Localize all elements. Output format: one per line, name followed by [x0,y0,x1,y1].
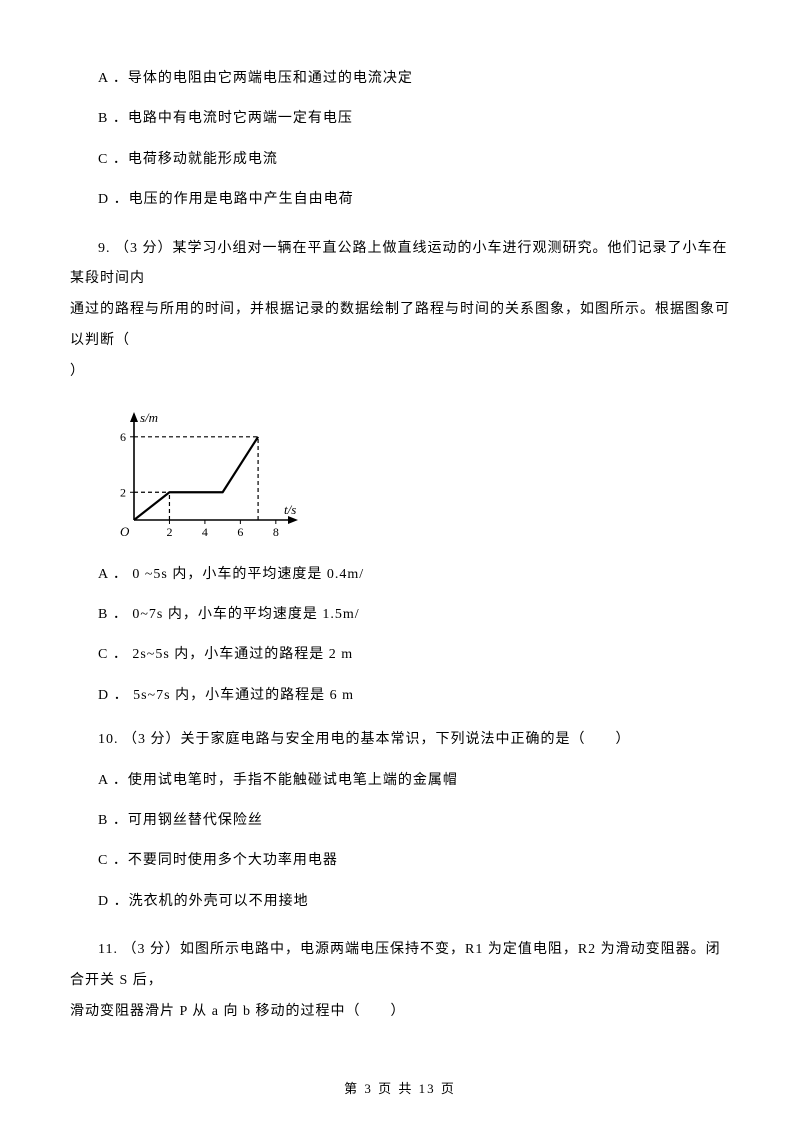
q10-option-d: D ．洗衣机的外壳可以不用接地 [98,891,730,913]
q8-option-c: C ．电荷移动就能形成电流 [98,149,730,171]
q10-option-c: C ．不要同时使用多个大功率用电器 [98,850,730,872]
q8-option-d: D ．电压的作用是电路中产生自由电荷 [98,189,730,211]
svg-text:t/s: t/s [284,502,296,517]
svg-text:6: 6 [237,525,243,539]
q9-stem-line1: 9. （3 分）某学习小组对一辆在平直公路上做直线运动的小车进行观测研究。他们记… [70,234,730,296]
svg-text:2: 2 [166,525,172,539]
q9-chart-svg: s/m t/s O 2 4 6 8 2 6 [98,406,308,546]
svg-text:6: 6 [120,429,126,443]
q9-stem-line3: ） [70,357,730,388]
svg-text:2: 2 [120,485,126,499]
svg-text:O: O [120,524,130,539]
page-footer: 第 3 页 共 13 页 [0,1079,800,1100]
svg-text:8: 8 [273,525,279,539]
q9-option-c: C ． 2s~5s 内，小车通过的路程是 2 m [98,644,730,666]
q10-option-a: A ．使用试电笔时，手指不能触碰试电笔上端的金属帽 [98,770,730,792]
q9-chart: s/m t/s O 2 4 6 8 2 6 [98,406,730,546]
q9-option-d: D ． 5s~7s 内，小车通过的路程是 6 m [98,685,730,707]
q9-stem: 9. （3 分）某学习小组对一辆在平直公路上做直线运动的小车进行观测研究。他们记… [70,234,730,388]
q8-option-a: A ．导体的电阻由它两端电压和通过的电流决定 [98,68,730,90]
q11-stem-line2: 滑动变阻器滑片 P 从 a 向 b 移动的过程中（ ） [70,997,730,1028]
q10-stem: 10. （3 分）关于家庭电路与安全用电的基本常识，下列说法中正确的是（ ） [98,729,730,751]
svg-text:4: 4 [202,525,208,539]
q11-stem-line1: 11. （3 分）如图所示电路中，电源两端电压保持不变，R1 为定值电阻，R2 … [70,935,730,997]
q11-stem: 11. （3 分）如图所示电路中，电源两端电压保持不变，R1 为定值电阻，R2 … [70,935,730,1027]
q8-option-b: B ．电路中有电流时它两端一定有电压 [98,108,730,130]
q9-stem-line2: 通过的路程与所用的时间，并根据记录的数据绘制了路程与时间的关系图象，如图所示。根… [70,295,730,357]
svg-text:s/m: s/m [140,410,158,425]
q9-option-a: A ． 0 ~5s 内，小车的平均速度是 0.4m/ [98,564,730,586]
q10-option-b: B ．可用钢丝替代保险丝 [98,810,730,832]
q9-option-b: B ． 0~7s 内，小车的平均速度是 1.5m/ [98,604,730,626]
